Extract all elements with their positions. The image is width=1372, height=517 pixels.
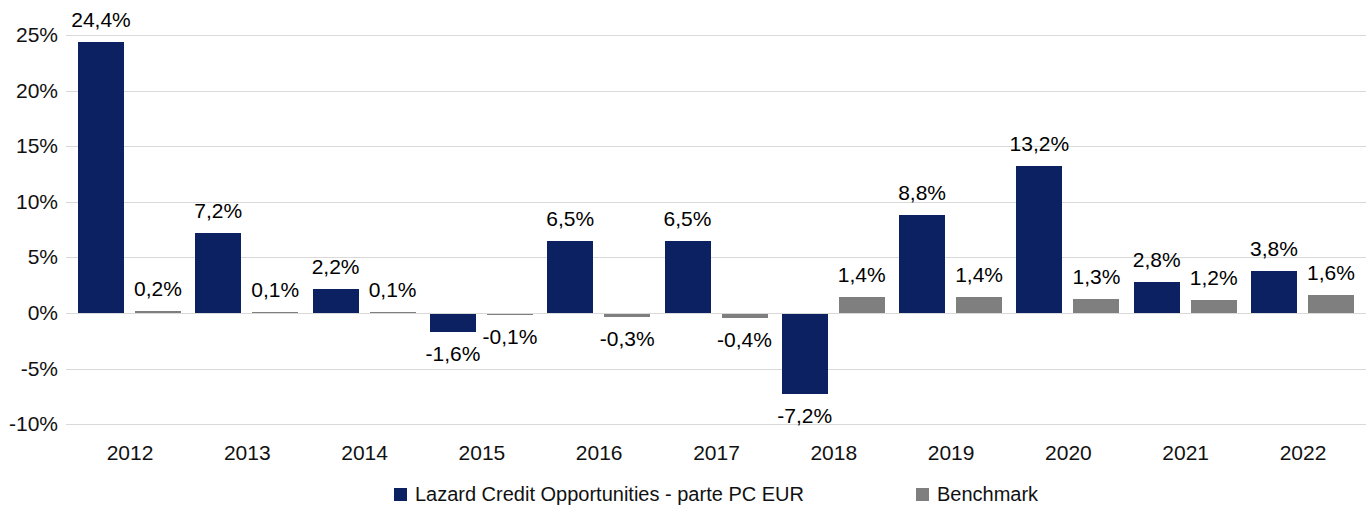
bar-fund-2012 — [78, 42, 124, 313]
x-axis-label-2021: 2021 — [1126, 440, 1246, 465]
gridline--10% — [66, 424, 1366, 425]
bar-benchmark-2016 — [604, 314, 650, 317]
y-axis-tick-10%: 10% — [0, 190, 58, 214]
legend-label-benchmark: Benchmark — [937, 482, 1038, 506]
x-axis-label-2016: 2016 — [539, 440, 659, 465]
bar-label-benchmark-2012: 0,2% — [98, 277, 218, 300]
x-axis-label-2014: 2014 — [305, 440, 425, 465]
y-axis-tick-0%: 0% — [0, 301, 58, 325]
x-axis-label-2019: 2019 — [891, 440, 1011, 465]
chart-legend: Lazard Credit Opportunities - parte PC E… — [66, 481, 1366, 507]
gridline--5% — [66, 369, 1366, 370]
bar-benchmark-2018 — [839, 297, 885, 313]
legend-item-fund: Lazard Credit Opportunities - parte PC E… — [394, 482, 804, 506]
bar-label-benchmark-2017: -0,4% — [685, 328, 805, 351]
bar-fund-2016 — [547, 241, 593, 313]
bar-benchmark-2014 — [370, 312, 416, 313]
bar-label-benchmark-2013: 0,1% — [215, 278, 335, 301]
bar-label-fund-2014: 2,2% — [276, 255, 396, 278]
bar-label-fund-2018: -7,2% — [745, 404, 865, 427]
bar-benchmark-2017 — [722, 314, 768, 318]
y-axis-tick--5%: -5% — [0, 357, 58, 381]
bar-benchmark-2022 — [1308, 295, 1354, 313]
bar-label-fund-2019: 8,8% — [862, 181, 982, 204]
bar-benchmark-2015 — [487, 314, 533, 315]
bar-benchmark-2019 — [956, 297, 1002, 313]
bar-label-fund-2016: 6,5% — [510, 207, 630, 230]
legend-swatch-fund-icon — [394, 488, 407, 501]
bar-label-benchmark-2021: 1,2% — [1154, 266, 1274, 289]
y-axis-tick-5%: 5% — [0, 245, 58, 269]
x-axis-label-2015: 2015 — [422, 440, 542, 465]
bar-benchmark-2013 — [252, 312, 298, 313]
y-axis-tick-20%: 20% — [0, 79, 58, 103]
y-axis-tick-15%: 15% — [0, 134, 58, 158]
legend-label-fund: Lazard Credit Opportunities - parte PC E… — [415, 482, 804, 506]
gridline-20% — [66, 91, 1366, 92]
bar-label-benchmark-2016: -0,3% — [567, 327, 687, 350]
gridline-15% — [66, 146, 1366, 147]
bar-label-fund-2017: 6,5% — [628, 207, 748, 230]
x-axis-label-2022: 2022 — [1243, 440, 1363, 465]
x-axis-label-2017: 2017 — [657, 440, 777, 465]
bar-label-benchmark-2020: 1,3% — [1036, 265, 1156, 288]
legend-item-benchmark: Benchmark — [916, 482, 1038, 506]
bar-label-fund-2022: 3,8% — [1214, 237, 1334, 260]
gridline-25% — [66, 35, 1366, 36]
bar-label-fund-2012: 24,4% — [41, 8, 161, 31]
bar-benchmark-2012 — [135, 311, 181, 313]
bar-fund-2017 — [665, 241, 711, 313]
bar-fund-2018 — [782, 314, 828, 394]
bar-benchmark-2021 — [1191, 300, 1237, 313]
x-axis-label-2013: 2013 — [187, 440, 307, 465]
gridline-0% — [66, 313, 1366, 314]
x-axis-label-2012: 2012 — [70, 440, 190, 465]
x-axis-label-2018: 2018 — [774, 440, 894, 465]
bar-label-benchmark-2015: -0,1% — [450, 325, 570, 348]
annual-returns-bar-chart: 25%20%15%10%5%0%-5%-10%24,4%7,2%2,2%-1,6… — [0, 0, 1372, 517]
legend-swatch-benchmark-icon — [916, 488, 929, 501]
bar-label-benchmark-2014: 0,1% — [333, 278, 453, 301]
bar-label-benchmark-2019: 1,4% — [919, 263, 1039, 286]
y-axis-tick--10%: -10% — [0, 412, 58, 436]
bar-label-fund-2020: 13,2% — [979, 132, 1099, 155]
bar-label-benchmark-2022: 1,6% — [1271, 261, 1372, 284]
bar-label-fund-2013: 7,2% — [158, 199, 278, 222]
bar-fund-2013 — [195, 233, 241, 313]
bar-benchmark-2020 — [1073, 299, 1119, 314]
x-axis-label-2020: 2020 — [1008, 440, 1128, 465]
bar-fund-2020 — [1016, 166, 1062, 313]
bar-label-benchmark-2018: 1,4% — [802, 263, 922, 286]
